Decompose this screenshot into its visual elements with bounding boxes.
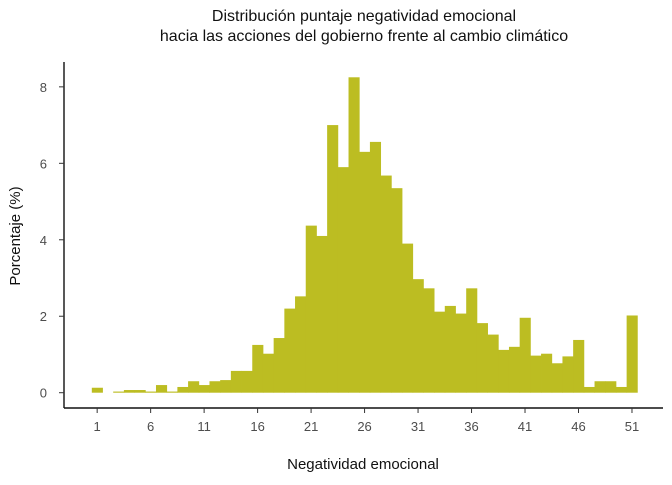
histogram-bar [615,386,628,393]
histogram-bar [241,370,253,393]
histogram-bar [123,390,135,393]
x-tick-label: 36 [464,419,478,434]
histogram-bar [444,305,456,393]
x-tick-label: 16 [250,419,264,434]
histogram-bar [412,279,424,393]
chart-title-line-2: hacia las acciones del gobierno frente a… [160,28,568,45]
x-tick-label: 11 [197,419,211,434]
histogram-bar [273,338,285,393]
histogram-bar [220,380,232,393]
histogram-bar [466,288,478,393]
histogram-bar [359,151,371,393]
y-axis-title: Porcentaje (%) [7,186,24,285]
y-axis-ticks: 0 2 4 6 8 [40,80,64,401]
histogram-bar [605,381,617,393]
histogram-bar [455,313,467,393]
bars-group [91,77,638,393]
histogram-bar [380,175,392,393]
x-tick-label: 6 [147,419,154,434]
histogram-bar [573,339,585,393]
histogram-bar [252,344,264,393]
histogram-bar [487,334,499,393]
histogram-bar [583,386,595,393]
histogram-bar [391,188,403,393]
histogram-bar [476,323,488,393]
x-tick-label: 1 [94,419,101,434]
x-axis-title: Negatividad emocional [287,456,439,473]
x-tick-label: 26 [357,419,371,434]
histogram-bar [209,381,221,393]
histogram-bar [295,296,307,393]
histogram-bar [594,381,606,393]
y-tick-label: 2 [40,309,47,324]
x-tick-label: 41 [518,419,532,434]
histogram-bar [91,387,103,393]
histogram-bar [316,235,328,393]
histogram-bar [423,288,435,393]
histogram-bar [327,125,339,393]
histogram-bar [434,311,446,393]
histogram-bar [284,308,296,393]
histogram-bar [305,225,317,393]
histogram-bar [134,390,146,393]
histogram-bar [198,385,210,393]
histogram-bar [188,381,200,393]
histogram-bar [402,243,414,393]
histogram-bar [337,167,349,393]
histogram-bar [369,141,382,393]
x-tick-label: 51 [625,419,639,434]
x-tick-label: 31 [411,419,425,434]
y-tick-label: 0 [40,386,47,401]
x-axis-ticks: 1 6 11 16 21 26 31 36 41 46 51 [94,408,639,434]
histogram-bar [519,317,531,393]
y-tick-label: 6 [40,156,47,171]
histogram-bar [626,315,638,393]
histogram-bar [551,363,563,393]
histogram-bar [541,353,553,393]
histogram-bar [498,349,510,393]
chart-title-line-1: Distribución puntaje negatividad emocion… [212,8,516,25]
histogram-bar [113,391,125,393]
histogram-bar [348,77,360,393]
y-tick-label: 4 [40,233,47,248]
x-tick-label: 46 [571,419,585,434]
histogram-bar [145,391,157,393]
histogram-bar [562,356,574,393]
histogram-bar [530,355,542,393]
histogram-bar [166,391,178,393]
x-tick-label: 21 [304,419,318,434]
histogram-bar [230,370,242,393]
histogram-bar [155,385,168,393]
histogram-bar [262,353,275,393]
histogram-bar [508,346,521,393]
histogram-bar [177,386,189,393]
y-tick-label: 8 [40,80,47,95]
